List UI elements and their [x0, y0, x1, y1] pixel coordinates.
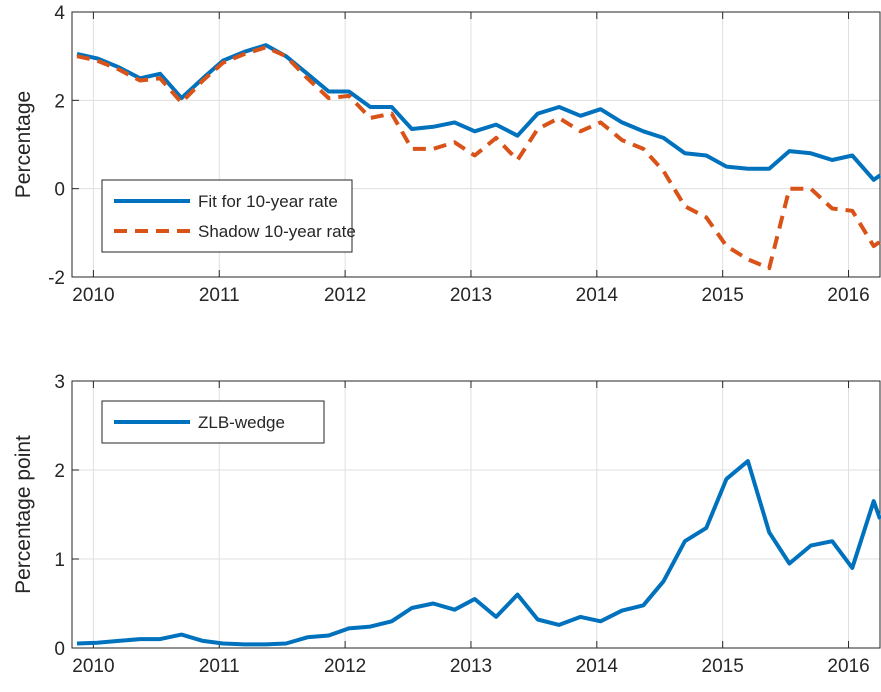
- x-tick-label: 2012: [324, 285, 366, 306]
- y-axis-label: Percentage point: [12, 435, 35, 594]
- legend-box: [101, 179, 353, 253]
- x-tick-label: 2016: [827, 656, 869, 677]
- x-tick-label: 2010: [72, 656, 114, 677]
- legend-label: ZLB-wedge: [198, 413, 285, 432]
- x-tick-label: 2012: [324, 656, 366, 677]
- x-tick-label: 2015: [702, 285, 744, 306]
- x-tick-label: 2015: [702, 656, 744, 677]
- legend: ZLB-wedge: [101, 400, 325, 444]
- y-tick-label: -2: [48, 268, 65, 289]
- y-tick-label: 0: [54, 639, 65, 660]
- series-line: [76, 45, 881, 271]
- x-tick-label: 2013: [450, 285, 492, 306]
- x-tick-label: 2011: [199, 285, 240, 306]
- axes-box: [71, 11, 881, 278]
- x-tick-label: 2011: [199, 656, 240, 677]
- legend-label: Shadow 10-year rate: [198, 222, 356, 241]
- x-tick-label: 2013: [450, 656, 492, 677]
- series-line: [76, 43, 881, 182]
- x-tick-label: 2010: [72, 285, 114, 306]
- legend-label: Fit for 10-year rate: [198, 192, 338, 211]
- y-tick-label: 1: [54, 550, 65, 571]
- legend: Fit for 10-year rate Shadow 10-year rate: [101, 179, 356, 253]
- x-tick-label: 2014: [576, 285, 619, 306]
- y-tick-label: 0: [54, 180, 65, 201]
- x-tick-label: 2014: [576, 656, 619, 677]
- series-line: [76, 459, 881, 647]
- y-axis-label: Percentage: [12, 91, 35, 198]
- y-tick-label: 4: [54, 3, 65, 24]
- y-tick-label: 3: [54, 372, 65, 393]
- y-tick-label: 2: [54, 461, 65, 482]
- y-tick-label: 2: [54, 91, 65, 112]
- x-tick-label: 2016: [827, 285, 869, 306]
